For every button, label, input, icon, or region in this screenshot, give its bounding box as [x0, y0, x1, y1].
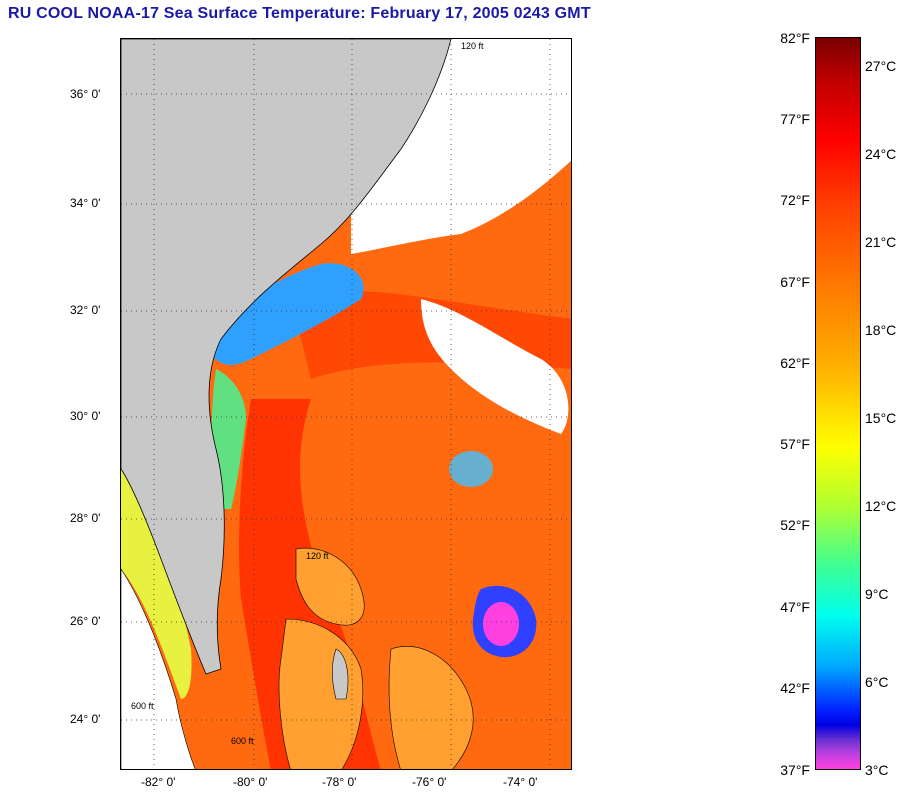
cool-patch [449, 451, 493, 487]
bahamas-bank-3 [388, 646, 474, 769]
latitude-label: 26° 0' [70, 614, 101, 628]
temperature-colorbar [815, 37, 861, 770]
colorbar-fahrenheit-label: 52°F [780, 517, 810, 533]
yellow-shelf-water [121, 469, 192, 699]
colorbar-celsius-label: 24°C [865, 146, 897, 162]
colorbar-fahrenheit-label: 37°F [780, 762, 810, 778]
latitude-label: 30° 0' [70, 409, 101, 423]
colorbar-celsius-label: 9°C [865, 586, 889, 602]
colorbar-celsius-label: 3°C [865, 762, 889, 778]
latitude-label: 34° 0' [70, 196, 101, 210]
longitude-label: -82° 0' [141, 775, 176, 789]
contour-label: 600 ft [131, 701, 154, 711]
sst-map[interactable]: 120 ft 600 ft 120 ft 600 ft [120, 38, 572, 770]
colorbar-celsius-label: 27°C [865, 58, 897, 74]
longitude-label: -74° 0' [503, 775, 538, 789]
cold-eddy-core [483, 602, 519, 646]
graticule [121, 39, 571, 769]
latitude-label: 28° 0' [70, 511, 101, 525]
cloud-cover-east [421, 299, 569, 434]
latitude-label: 36° 0' [70, 87, 101, 101]
colorbar-fahrenheit-label: 72°F [780, 192, 810, 208]
gulf-region [121, 568, 196, 769]
colorbar-fahrenheit-label: 57°F [780, 436, 810, 452]
colorbar-fahrenheit-label: 62°F [780, 355, 810, 371]
cool-coastal-water [201, 263, 364, 365]
page-title: RU COOL NOAA-17 Sea Surface Temperature:… [8, 5, 591, 22]
latitude-label: 32° 0' [70, 303, 101, 317]
colorbar-fahrenheit-label: 77°F [780, 111, 810, 127]
contour-label: 120 ft [461, 41, 484, 51]
colorbar-celsius-label: 12°C [865, 498, 897, 514]
contour-label: 120 ft [306, 551, 329, 561]
bahamas-island [331, 648, 349, 700]
colorbar-celsius-label: 15°C [865, 410, 897, 426]
colorbar-fahrenheit-label: 82°F [780, 30, 810, 46]
longitude-label: -78° 0' [322, 775, 357, 789]
contour-label: 600 ft [231, 736, 254, 746]
colorbar-fahrenheit-label: 47°F [780, 599, 810, 615]
latitude-label: 24° 0' [70, 712, 101, 726]
land-mass [121, 39, 452, 675]
colorbar-celsius-label: 6°C [865, 674, 889, 690]
sst-map-canvas: 120 ft 600 ft 120 ft 600 ft [121, 39, 571, 769]
colorbar-celsius-label: 21°C [865, 234, 897, 250]
longitude-label: -80° 0' [233, 775, 268, 789]
longitude-label: -76° 0' [412, 775, 447, 789]
bahamas-bank-1 [295, 547, 365, 626]
colorbar-celsius-label: 18°C [865, 322, 897, 338]
colorbar-fahrenheit-label: 67°F [780, 274, 810, 290]
colorbar-fahrenheit-label: 42°F [780, 680, 810, 696]
